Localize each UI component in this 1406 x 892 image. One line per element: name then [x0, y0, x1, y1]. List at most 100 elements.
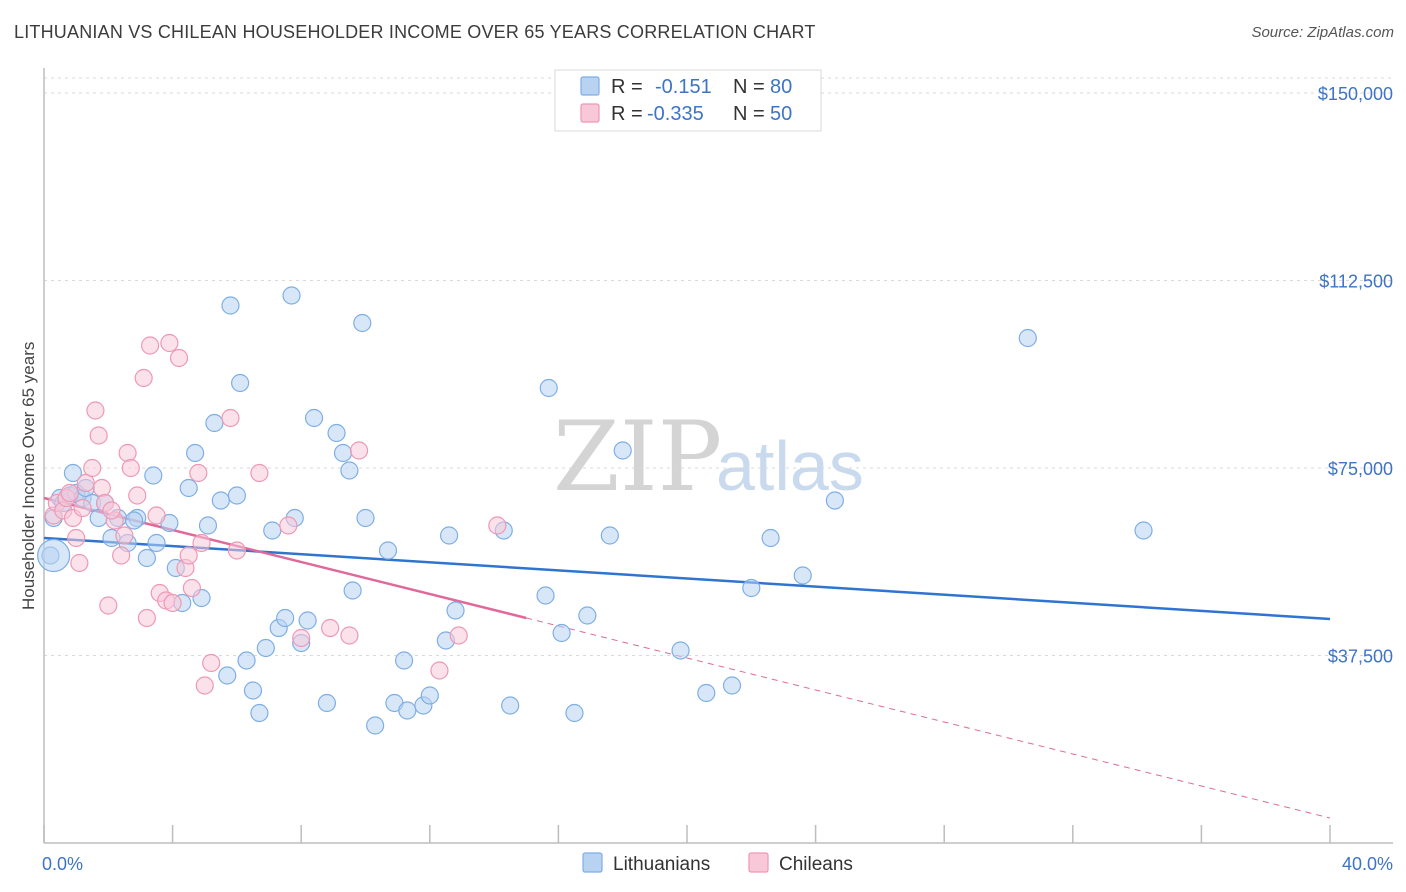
- data-point: [353, 313, 372, 333]
- legend-r-value-1: -0.335: [647, 103, 704, 125]
- gridlines: [44, 77, 1395, 656]
- trend-line-chileans-extension: [526, 617, 1331, 819]
- data-point: [186, 443, 205, 463]
- data-point: [394, 651, 414, 670]
- data-point: [420, 686, 439, 705]
- bottom-legend-swatch-chileans: [748, 852, 769, 873]
- data-point: [147, 506, 166, 525]
- data-point: [192, 533, 211, 553]
- legend-swatch-chileans: [580, 103, 600, 123]
- data-point: [115, 526, 134, 545]
- data-point: [189, 463, 208, 483]
- data-point: [263, 521, 282, 540]
- data-point: [92, 478, 111, 498]
- legend-n-label-0: N =: [733, 76, 765, 98]
- data-points: [37, 286, 1153, 735]
- bottom-legend: Lithuanians Chileans: [582, 852, 853, 875]
- data-point: [89, 426, 108, 445]
- data-point: [378, 541, 398, 560]
- data-point: [439, 526, 459, 545]
- legend-r-label-0: R =: [611, 76, 643, 98]
- data-point: [1134, 521, 1153, 540]
- data-point: [613, 441, 632, 460]
- watermark-atlas: atlas: [716, 427, 864, 505]
- data-point: [250, 703, 269, 723]
- data-point: [70, 553, 89, 573]
- data-point: [565, 703, 584, 723]
- data-point: [552, 623, 571, 643]
- data-point: [488, 516, 507, 535]
- data-point: [140, 336, 160, 355]
- data-point: [169, 348, 189, 368]
- bottom-legend-label-lithuanians: Lithuanians: [613, 854, 710, 875]
- data-point: [163, 593, 182, 613]
- data-point: [99, 596, 118, 615]
- data-point: [231, 373, 250, 393]
- y-tick-label: $112,500: [1319, 272, 1393, 292]
- data-point: [282, 286, 301, 305]
- data-point: [179, 478, 198, 498]
- data-point: [742, 578, 761, 598]
- data-point: [600, 526, 619, 545]
- x-tick-label: 40.0%: [1342, 854, 1393, 874]
- data-point: [195, 676, 214, 695]
- data-point: [250, 463, 269, 483]
- watermark-zip: ZIP: [553, 401, 722, 513]
- y-tick-label: $150,000: [1318, 84, 1393, 104]
- data-point: [227, 486, 246, 505]
- data-point: [67, 528, 86, 548]
- data-point: [121, 458, 140, 478]
- data-point: [825, 491, 844, 510]
- data-point: [147, 533, 166, 553]
- data-point: [83, 458, 102, 478]
- data-point: [144, 466, 163, 485]
- data-point: [536, 586, 555, 605]
- legend-r-value-0: -0.151: [655, 76, 712, 98]
- series-lithuanians: [41, 286, 1153, 735]
- data-point: [102, 501, 121, 520]
- data-point: [298, 611, 317, 630]
- legend-r-label-1: R =: [611, 103, 643, 125]
- data-point: [430, 661, 449, 680]
- data-point: [671, 641, 690, 660]
- data-point: [292, 628, 311, 648]
- y-tick-label: $75,000: [1328, 459, 1393, 479]
- data-point: [137, 548, 156, 568]
- data-point: [182, 578, 201, 598]
- bottom-legend-label-chileans: Chileans: [779, 854, 853, 875]
- legend-n-label-1: N =: [733, 103, 765, 125]
- data-point: [118, 443, 137, 463]
- data-point: [134, 368, 153, 388]
- data-point: [279, 516, 298, 535]
- data-point: [243, 681, 263, 700]
- data-point: [321, 618, 340, 638]
- data-point: [73, 498, 92, 518]
- data-point: [1018, 328, 1037, 348]
- data-point: [179, 546, 198, 565]
- x-tick-label: 0.0%: [42, 854, 83, 874]
- data-point: [446, 601, 465, 620]
- source-label: Source: ZipAtlas.com: [1251, 24, 1394, 41]
- y-tick-label: $37,500: [1328, 647, 1393, 667]
- data-point: [160, 333, 179, 353]
- data-point: [124, 511, 144, 530]
- data-point: [211, 491, 230, 510]
- data-point: [256, 638, 275, 658]
- data-point: [340, 461, 359, 480]
- data-point: [202, 653, 221, 673]
- data-point: [343, 581, 362, 600]
- bottom-legend-swatch-lithuanians: [582, 852, 603, 873]
- data-point: [449, 626, 468, 645]
- data-point: [340, 626, 359, 645]
- data-point: [112, 546, 131, 565]
- data-point: [697, 683, 716, 703]
- data-point: [793, 566, 812, 585]
- legend-n-value-1: 50: [770, 103, 792, 125]
- data-point: [501, 696, 520, 715]
- data-point: [539, 378, 558, 398]
- data-point: [137, 608, 156, 628]
- tick-labels: $37,500 $75,000 $112,500 $150,000 0.0% 40.0%: [42, 84, 1393, 874]
- data-point: [398, 701, 417, 720]
- data-point: [198, 516, 218, 535]
